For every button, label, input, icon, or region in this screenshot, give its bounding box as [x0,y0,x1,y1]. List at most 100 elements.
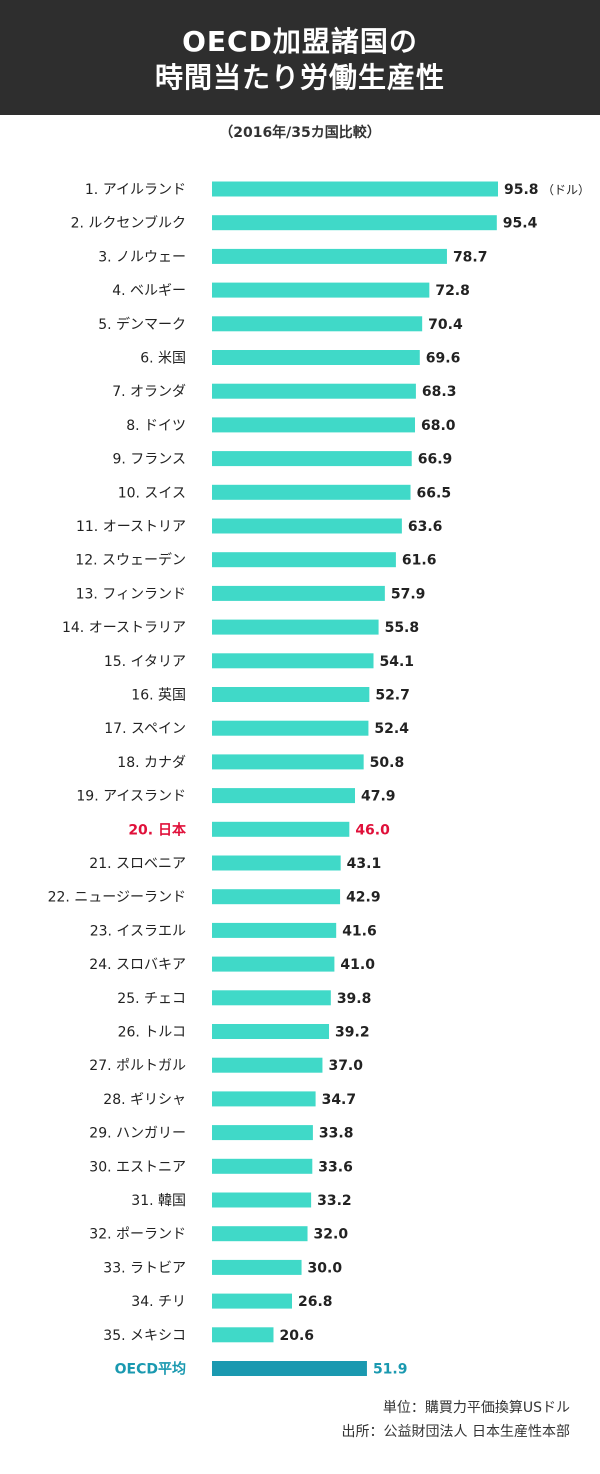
value-label-34: 26.8 [298,1294,333,1310]
value-label-12: 61.6 [402,553,437,569]
value-label-11: 63.6 [408,519,443,535]
bar-4 [212,282,430,298]
category-label-26: 26. トルコ [118,1025,186,1041]
value-label-6: 69.6 [426,351,461,367]
category-label-19: 19. アイスランド [76,789,186,805]
value-label-26: 39.2 [335,1025,370,1041]
value-label-33: 30.0 [308,1260,343,1276]
bar-19 [212,788,355,804]
value-label-23: 41.6 [342,923,377,939]
value-label-5: 70.4 [428,317,463,333]
category-label-7: 7. オランダ [112,384,186,400]
category-label-11: 11. オーストリア [76,519,186,535]
bar-13 [212,585,385,601]
category-label-27: 27. ポルトガル [89,1058,186,1074]
value-label-22: 42.9 [346,890,381,906]
bar-chart: 1. アイルランド 95.8 （ドル） 2. ルクセンブルク 95.4 3. ノルウェー 7… [48,181,590,1378]
bar-2 [212,215,497,231]
bar-15 [212,653,374,669]
title-line-1: OECD加盟諸国の [182,25,418,58]
value-label-27: 37.0 [328,1058,363,1074]
bar-16 [212,687,370,702]
category-label-21: 21. スロベニア [89,856,186,872]
category-label-15: 15. イタリア [104,654,186,670]
bar-23 [212,922,337,938]
category-label-4: 4. ベルギー [112,283,186,299]
category-label-5: 5. デンマーク [98,316,186,333]
value-label-17: 52.4 [374,721,409,737]
category-label-2: 2. ルクセンブルク [71,215,186,232]
category-label-8: 8. ドイツ [126,418,186,434]
category-label-34: 34. チリ [131,1294,186,1310]
bar-31 [212,1192,312,1208]
bar-7 [212,383,416,399]
value-label-30: 33.6 [318,1159,353,1175]
bar-22 [212,889,341,905]
value-label-15: 54.1 [380,654,415,670]
bar-1 [212,181,498,197]
category-label-16: 16. 英国 [131,687,186,704]
footer: 単位：購買力平価換算USドル 出所：公益財団法人 日本生産性本部 [342,1396,570,1444]
bar-35 [212,1327,274,1343]
value-label-10: 66.5 [417,485,452,501]
value-label-7: 68.3 [422,384,457,400]
value-label-3: 78.7 [453,249,488,265]
unit-note: 単位：購買力平価換算USドル [382,1400,570,1416]
bar-32 [212,1226,308,1242]
bar-6 [212,350,420,365]
category-label-29: 29. ハンガリー [89,1126,186,1142]
category-label-28: 28. ギリシャ [103,1092,186,1108]
bar-34 [212,1293,293,1309]
title-line-2: 時間当たり労働生産性 [154,61,445,94]
source-note: 出所：公益財団法人 日本生産性本部 [341,1424,570,1440]
bar-3 [212,248,447,264]
category-label-30: 30. エストニア [89,1159,186,1175]
category-label-17: 17. スペイン [104,721,186,737]
category-label-24: 24. スロバキア [89,957,186,973]
category-label-10: 10. スイス [118,485,186,501]
value-label-2: 95.4 [503,216,538,232]
category-label-20: 20. 日本 [128,821,187,838]
category-label-31: 31. 韓国 [131,1193,186,1209]
bar-27 [212,1057,323,1073]
category-label-13: 13. フィンランド [76,586,186,602]
bar-30 [212,1158,313,1174]
bar-36 [212,1361,367,1376]
category-label-14: 14. オーストラリア [62,620,186,636]
bar-12 [212,552,396,568]
bar-24 [212,956,335,972]
category-label-9: 9. フランス [112,452,186,468]
bar-9 [212,451,412,467]
bar-5 [212,316,423,332]
bar-26 [212,1024,330,1039]
value-label-13: 57.9 [391,586,426,602]
category-label-6: 6. 米国 [140,351,186,367]
category-label-36: OECD平均 [115,1361,186,1378]
value-label-8: 68.0 [421,418,456,434]
category-label-18: 18. カナダ [117,755,186,771]
value-label-21: 43.1 [347,856,382,872]
unit-note-label: （ドル） [542,183,590,197]
bar-29 [212,1125,313,1141]
category-label-22: 22. ニュージーランド [48,890,186,906]
category-label-23: 23. イスラエル [90,923,186,939]
bar-10 [212,484,411,500]
value-label-4: 72.8 [435,283,470,299]
category-label-35: 35. メキシコ [103,1328,186,1344]
value-label-29: 33.8 [319,1126,354,1142]
category-label-1: 1. アイルランド [85,182,186,198]
value-label-32: 32.0 [314,1227,349,1243]
category-label-33: 33. ラトビア [103,1260,186,1276]
value-label-1: 95.8 [504,182,539,198]
value-label-28: 34.7 [322,1092,357,1108]
category-label-3: 3. ノルウェー [98,249,186,265]
chart-title: OECD加盟諸国の 時間当たり労働生産性 [0,0,600,96]
value-label-24: 41.0 [340,957,375,973]
bar-33 [212,1259,302,1275]
value-label-19: 47.9 [361,789,396,805]
value-label-20: 46.0 [355,822,390,838]
value-label-18: 50.8 [370,755,405,771]
bar-18 [212,754,364,770]
bar-28 [212,1091,316,1107]
chart-subtitle: （2016年/35カ国比較） [219,125,381,141]
